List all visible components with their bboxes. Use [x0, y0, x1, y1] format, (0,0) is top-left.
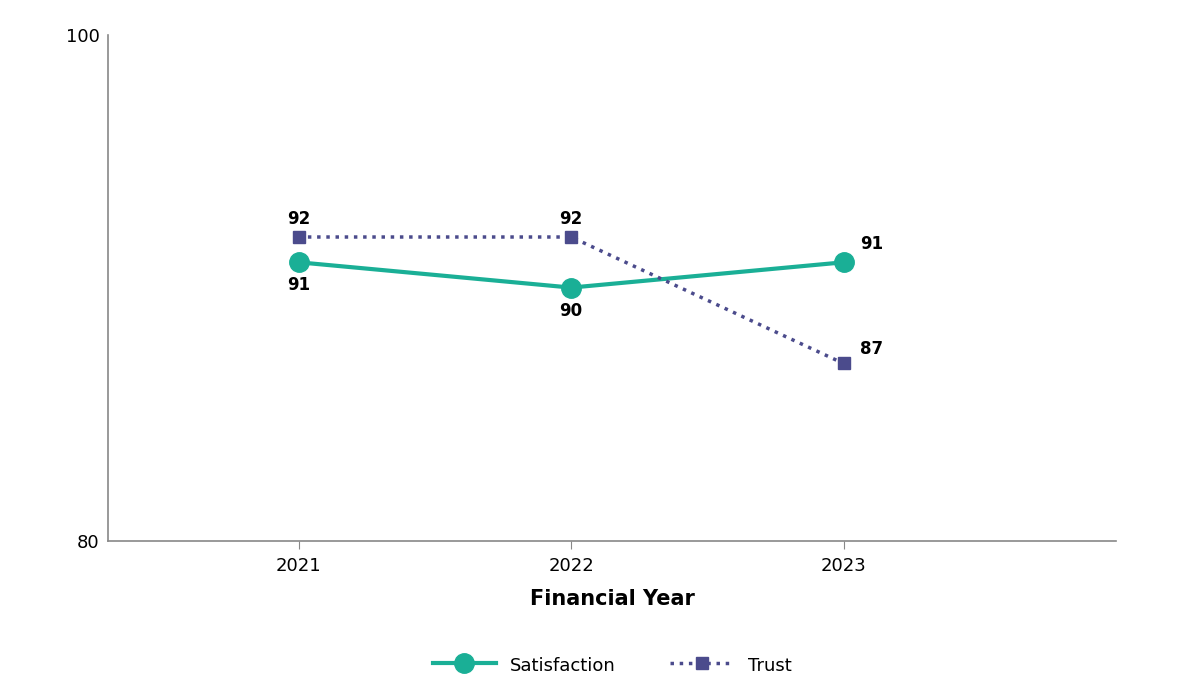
- Text: 91: 91: [287, 277, 311, 295]
- Text: 90: 90: [559, 301, 583, 319]
- Text: 92: 92: [559, 210, 583, 228]
- Text: 92: 92: [287, 210, 311, 228]
- Legend: Satisfaction, Trust: Satisfaction, Trust: [425, 647, 799, 683]
- Text: 91: 91: [860, 236, 883, 254]
- X-axis label: Financial Year: Financial Year: [529, 589, 695, 609]
- Text: 87: 87: [860, 340, 883, 358]
